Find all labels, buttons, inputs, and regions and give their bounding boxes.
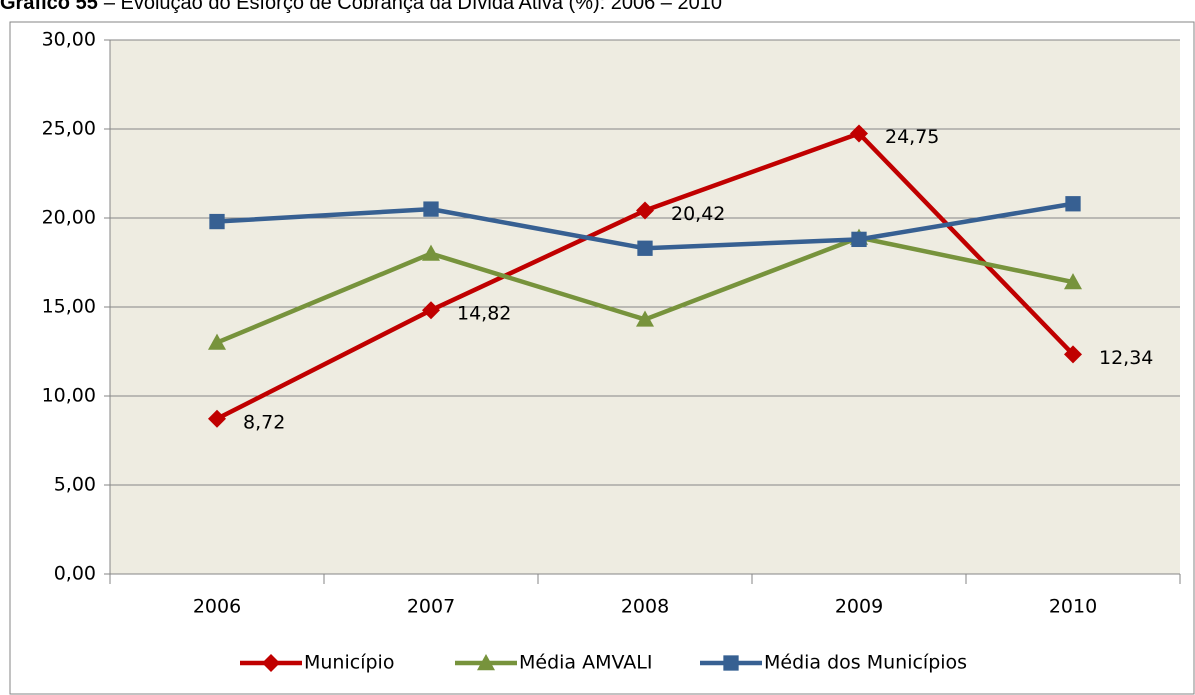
x-tick-label: 2009 — [835, 596, 883, 618]
title-number: Gráfico 55 — [0, 0, 98, 14]
y-tick-label: 10,00 — [42, 385, 96, 407]
y-tick-label: 5,00 — [54, 474, 96, 496]
data-label: 8,72 — [243, 411, 285, 433]
x-tick-label: 2006 — [193, 596, 241, 618]
x-tick-label: 2007 — [407, 596, 455, 618]
marker — [209, 213, 225, 230]
data-label: 12,34 — [1099, 347, 1153, 369]
marker — [637, 240, 653, 256]
marker — [1064, 273, 1082, 290]
y-tick-label: 15,00 — [42, 296, 96, 318]
title-text: – Evolução do Esforço de Cobrança da Dív… — [104, 0, 722, 14]
data-label: 20,42 — [671, 203, 725, 225]
x-tick-label: 2010 — [1049, 596, 1097, 618]
marker — [422, 244, 440, 261]
marker — [208, 333, 226, 350]
marker — [636, 310, 654, 327]
marker — [723, 655, 739, 671]
data-label: 24,75 — [885, 126, 939, 148]
chart-title: Gráfico 55 – Evolução do Esforço de Cobra… — [0, 0, 722, 14]
legend-label: Média AMVALI — [519, 652, 652, 674]
y-tick-label: 20,00 — [42, 207, 96, 229]
legend-label: Município — [304, 652, 394, 674]
y-tick-label: 25,00 — [42, 118, 96, 140]
marker — [850, 124, 868, 143]
marker — [636, 201, 654, 220]
data-label: 14,82 — [457, 303, 511, 325]
marker — [851, 231, 867, 248]
marker — [422, 301, 440, 320]
y-tick-label: 30,00 — [42, 29, 96, 51]
y-tick-label: 0,00 — [54, 563, 96, 585]
marker — [477, 654, 495, 671]
marker — [1064, 345, 1082, 364]
x-tick-label: 2008 — [621, 596, 669, 618]
marker — [262, 654, 280, 672]
marker — [1065, 196, 1081, 212]
marker — [208, 409, 226, 428]
marker — [423, 201, 439, 217]
legend-label: Média dos Municípios — [764, 652, 967, 674]
